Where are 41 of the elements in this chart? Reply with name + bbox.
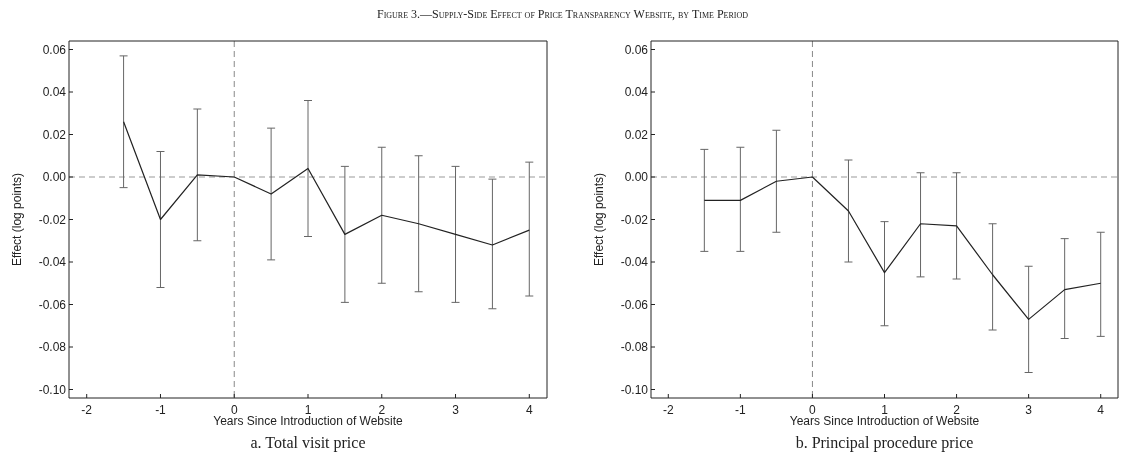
text: b. Principal procedure price	[795, 434, 974, 452]
y-tick-label: -0.02	[38, 212, 67, 227]
x-tick-label: -1	[155, 403, 167, 417]
y-tick-label: -0.04	[38, 255, 67, 269]
y-axis-title: Effect (log points)	[592, 172, 606, 267]
y-tick-label: 0.02	[42, 127, 67, 142]
y-tick-label: -0.08	[38, 340, 67, 354]
x-axis-title: Years Since Introduction of Website	[789, 414, 980, 428]
y-tick-label: -0.08	[620, 340, 649, 354]
x-tick-label: 1	[304, 403, 312, 417]
y-tick-label: -0.10	[38, 382, 67, 397]
x-axis-title: Years Since Introduction of Website	[213, 414, 404, 428]
x-tick-label: 4	[1097, 403, 1105, 417]
x-tick-label: 1	[881, 403, 889, 417]
y-tick-label: 0.06	[624, 42, 649, 57]
x-tick-label: -2	[81, 403, 93, 417]
x-tick-label: 3	[1025, 403, 1033, 417]
y-tick-label: -0.06	[38, 297, 67, 312]
text: a. Total visit price	[250, 434, 366, 452]
y-tick-label: -0.04	[620, 255, 649, 269]
y-tick-label: -0.02	[620, 212, 649, 227]
chart-title: Figure 3.—Supply-Side Effect of Price Transparency Website, by Time Period	[376, 7, 749, 21]
x-tick-label: 4	[525, 403, 533, 417]
y-tick-label: 0.04	[42, 85, 67, 99]
y-tick-label: 0.00	[42, 170, 67, 184]
y-tick-label: 0.02	[624, 127, 649, 142]
line-series	[703, 176, 1102, 320]
x-tick-label: -2	[662, 403, 674, 417]
x-tick-label: 0	[809, 403, 817, 417]
y-tick-label: -0.10	[620, 382, 649, 397]
y-tick-label: 0.04	[624, 85, 649, 99]
x-tick-label: 2	[953, 403, 961, 417]
line-series	[122, 121, 530, 246]
x-tick-label: -1	[735, 403, 747, 417]
y-tick-label: -0.06	[620, 297, 649, 312]
y-axis-title: Effect (log points)	[10, 172, 24, 267]
x-tick-label: 0	[230, 403, 238, 417]
x-tick-label: 3	[452, 403, 460, 417]
x-tick-label: 2	[378, 403, 386, 417]
y-tick-label: 0.06	[42, 42, 67, 57]
y-tick-label: 0.00	[624, 170, 649, 184]
